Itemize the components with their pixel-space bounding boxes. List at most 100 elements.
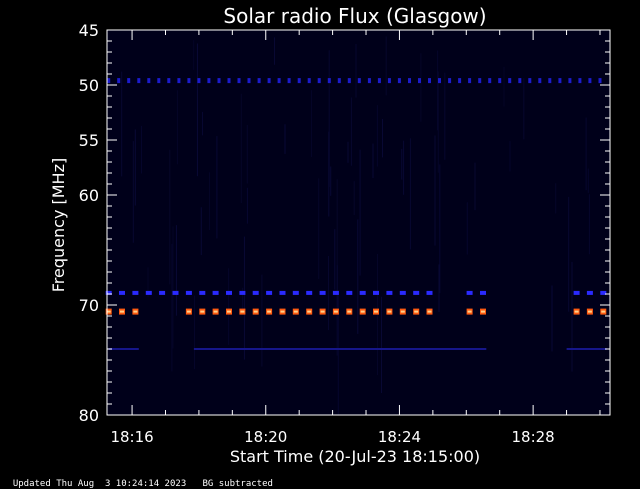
band-mark [117, 78, 121, 84]
noise-streak [132, 141, 134, 243]
bg-subtracted-note: BG subtracted [202, 479, 273, 489]
band-49.6 [107, 78, 602, 84]
noise-streak [444, 72, 446, 160]
band-mark [498, 78, 502, 84]
band-mark [227, 78, 231, 84]
band-mark [367, 78, 371, 84]
band-mark-core [186, 310, 191, 313]
band-mark [252, 290, 259, 295]
y-tick-label: 70 [79, 296, 99, 315]
band-mark [279, 290, 286, 295]
y-tick-label: 55 [79, 131, 99, 150]
band-mark [306, 290, 313, 295]
band-mark [172, 290, 179, 295]
noise-streak [196, 43, 198, 177]
noise-streak [588, 194, 590, 255]
band-mark [399, 290, 406, 295]
band-mark-core [320, 310, 325, 313]
noise-streak [523, 78, 525, 140]
band-mark [573, 290, 580, 295]
noise-streak [403, 140, 405, 195]
band-70.6 [105, 308, 607, 315]
band-mark-core [587, 310, 592, 313]
plot-background [107, 30, 610, 415]
band-mark [247, 78, 251, 84]
noise-streak [381, 296, 382, 393]
band-mark [548, 78, 552, 84]
noise-streak [176, 90, 178, 165]
band-mark [418, 78, 421, 84]
noise-streak [328, 50, 330, 187]
band-mark [237, 78, 241, 84]
noise-streak [194, 295, 195, 370]
band-mark-core [267, 310, 272, 313]
band-mark-core [601, 310, 606, 313]
band-mark-core [347, 310, 352, 313]
band-mark [538, 78, 542, 84]
noise-streak [503, 66, 505, 107]
noise-streak [438, 264, 440, 312]
band-mark [466, 290, 473, 295]
band-mark-core [400, 310, 405, 313]
noise-streak [172, 226, 174, 349]
band-mark-core [213, 310, 218, 313]
band-mark [226, 290, 232, 295]
band-mark [428, 78, 431, 84]
band-segment [108, 348, 139, 350]
noise-streak [509, 141, 511, 172]
band-mark [107, 78, 111, 84]
band-mark-core [227, 310, 231, 313]
band-mark-core [374, 310, 378, 313]
noise-streak [434, 135, 436, 246]
noise-streak [439, 164, 441, 294]
band-mark [528, 78, 532, 84]
band-mark-core [293, 310, 298, 313]
footer: Updated Thu Aug 3 10:24:14 2023 BG subtr… [2, 469, 273, 489]
x-tick-label: 18:16 [110, 428, 153, 446]
y-tick-label: 60 [79, 186, 99, 205]
band-mark [187, 78, 191, 84]
band-mark-core [467, 310, 472, 313]
band-mark [257, 78, 261, 84]
updated-timestamp: Updated Thu Aug 3 10:24:14 2023 [12, 479, 187, 489]
noise-streak [350, 97, 352, 166]
noise-streak [134, 129, 136, 206]
band-mark [468, 78, 472, 84]
noise-streak [141, 125, 142, 174]
noise-streak [274, 37, 275, 65]
band-mark [307, 78, 311, 84]
noise-streak [401, 148, 403, 180]
noise-streak [385, 36, 387, 96]
band-mark [373, 290, 379, 295]
noise-streak [200, 207, 202, 256]
band-74 [108, 348, 607, 350]
band-mark-core [200, 310, 205, 313]
band-mark-core [387, 310, 392, 313]
band-mark [359, 290, 366, 295]
band-mark [386, 290, 393, 295]
band-mark [277, 78, 281, 84]
band-mark [145, 290, 152, 295]
noise-streak [246, 125, 248, 184]
band-mark [132, 290, 139, 295]
band-mark [458, 78, 462, 84]
band-mark [119, 290, 125, 295]
band-mark [346, 290, 353, 295]
band-mark-core [427, 310, 432, 313]
noise-streak [337, 290, 339, 415]
band-mark [267, 78, 271, 84]
band-mark-core [120, 310, 124, 313]
band-mark-core [574, 310, 579, 313]
band-mark [558, 78, 562, 84]
band-mark [478, 78, 482, 84]
band-mark [292, 290, 299, 295]
noise-streak [202, 111, 203, 136]
noise-streak [359, 149, 361, 276]
noise-streak [347, 141, 349, 163]
chart-title: Solar radio Flux (Glasgow) [223, 4, 486, 28]
band-mark [266, 290, 273, 295]
noise-streak [147, 267, 149, 298]
band-mark [239, 290, 246, 295]
noise-streak [284, 124, 286, 154]
